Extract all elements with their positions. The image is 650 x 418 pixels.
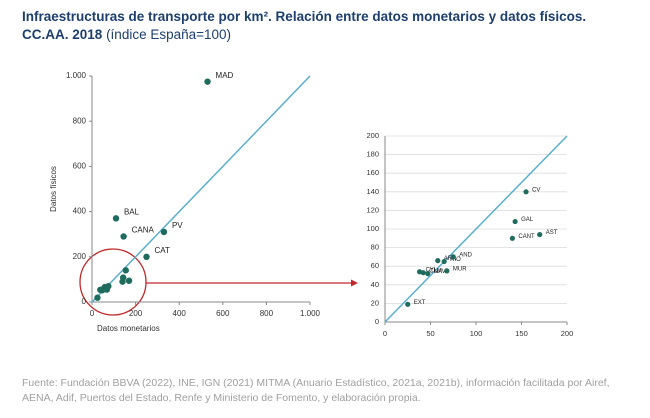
subtitle: (índice España=100) [106, 27, 232, 42]
y-tick-label: 20 [371, 298, 379, 307]
point [420, 270, 426, 276]
point-label: BAL [124, 207, 140, 216]
x-tick-label: 800 [260, 309, 274, 318]
point [450, 254, 456, 260]
y-tick-label: 1.000 [66, 71, 87, 80]
y-axis-label: Datos físicos [49, 166, 58, 212]
point [204, 78, 211, 85]
point [509, 235, 515, 241]
y-tick-label: 60 [371, 261, 379, 270]
point-label: CANT [518, 234, 535, 240]
x-tick-label: 400 [173, 309, 187, 318]
point-label: CAT [155, 246, 171, 255]
point-label: EXT [414, 300, 426, 306]
y-tick-label: 800 [73, 116, 87, 125]
y-tick-label: 0 [375, 317, 379, 326]
y-tick-label: 40 [371, 280, 379, 289]
point [112, 215, 120, 222]
point [143, 253, 150, 260]
x-tick-label: 1.000 [300, 309, 321, 318]
point-label: AST [546, 230, 558, 236]
source-box: Fuente: Fundación BBVA (2022), INE, IGN … [22, 377, 610, 404]
x-tick-label: 150 [515, 329, 528, 338]
x-tick-label: 0 [90, 309, 95, 318]
point-label: CANA [132, 226, 155, 235]
point [125, 277, 133, 284]
point [444, 268, 450, 274]
x-tick-label: 100 [470, 329, 483, 338]
y-tick-label: 0 [82, 297, 87, 306]
arrow-head [351, 279, 358, 287]
point-label: MUR [453, 266, 467, 272]
point-label: NAV [434, 269, 446, 275]
highlight-circle [79, 248, 147, 316]
y-tick-label: 80 [371, 243, 379, 252]
point [120, 233, 127, 240]
x-tick-label: 200 [129, 309, 143, 318]
reference-line [384, 135, 568, 323]
point-label: RIO [450, 257, 461, 263]
y-tick-label: 400 [73, 207, 87, 216]
point [435, 258, 441, 264]
source: Fuente: Fundación BBVA (2022), INE, IGN … [22, 377, 610, 404]
title-box: Infraestructuras de transporte por km². … [22, 8, 632, 44]
point [523, 189, 529, 195]
y-tick-label: 200 [366, 131, 379, 140]
point-label: CV [532, 187, 540, 193]
point-label: PV [172, 221, 183, 230]
point-label: MAD [216, 71, 234, 80]
x-tick-label: 200 [561, 329, 574, 338]
y-tick-label: 160 [366, 168, 379, 177]
title-block: Infraestructuras de transporte por km². … [22, 8, 632, 44]
x-tick-label: 0 [383, 329, 387, 338]
x-tick-label: 50 [426, 329, 434, 338]
point [160, 228, 168, 236]
y-tick-label: 180 [366, 150, 379, 159]
y-tick-label: 100 [366, 224, 379, 233]
point-label: ARA [444, 256, 456, 262]
y-tick-label: 600 [73, 162, 87, 171]
point [122, 267, 129, 274]
point [405, 301, 411, 307]
point [105, 282, 112, 290]
y-tick-label: 200 [73, 252, 87, 261]
x-axis-label: Datos monetarios [97, 324, 160, 333]
point [425, 271, 431, 277]
point [441, 258, 447, 265]
point [512, 218, 518, 225]
y-tick-label: 140 [366, 187, 379, 196]
reference-line [91, 75, 311, 303]
point [94, 294, 101, 301]
title: Infraestructuras de transporte por km². … [22, 9, 587, 42]
x-tick-label: 600 [216, 309, 230, 318]
point-label: AND [459, 252, 472, 258]
point-label: CLM [429, 268, 442, 274]
point [537, 231, 543, 238]
point-label: GAL [521, 217, 534, 223]
point [119, 274, 127, 281]
point-label: CYL [426, 267, 438, 273]
y-tick-label: 120 [366, 205, 379, 214]
